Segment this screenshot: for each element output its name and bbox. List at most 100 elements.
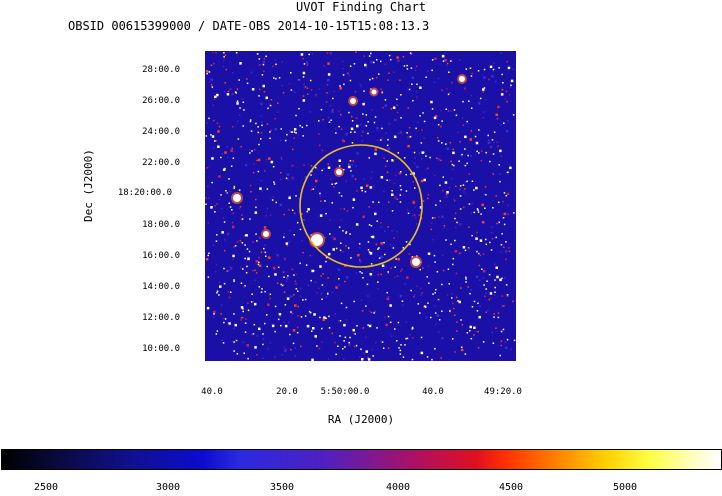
star-pixel bbox=[431, 69, 433, 72]
star-pixel bbox=[399, 201, 402, 203]
star-pixel bbox=[486, 280, 488, 282]
star-pixel bbox=[244, 164, 248, 167]
star-pixel bbox=[220, 313, 222, 315]
star-pixel bbox=[227, 90, 230, 92]
star-pixel bbox=[450, 60, 452, 62]
star-pixel bbox=[481, 220, 485, 224]
star-pixel bbox=[225, 191, 227, 194]
x-axis-ticks: 40.0 20.0 5:50:00.0 40.0 49:20.0 bbox=[201, 387, 522, 397]
star-pixel bbox=[491, 226, 493, 228]
star-pixel bbox=[292, 295, 294, 297]
star-pixel bbox=[208, 117, 210, 120]
star-pixel bbox=[255, 233, 257, 235]
star-pixel bbox=[231, 92, 234, 96]
star-pixel bbox=[279, 139, 282, 142]
star-pixel bbox=[226, 192, 228, 194]
star-pixel bbox=[229, 190, 232, 193]
star-pixel bbox=[479, 239, 483, 242]
star-pixel bbox=[508, 191, 510, 194]
star-pixel bbox=[452, 338, 454, 340]
y-tick-label: 22:00.0 bbox=[142, 158, 180, 168]
star-pixel bbox=[337, 268, 341, 271]
star-pixel bbox=[341, 139, 345, 142]
star-pixel bbox=[258, 64, 261, 66]
star-pixel bbox=[320, 200, 322, 202]
star-pixel bbox=[274, 305, 277, 308]
star-pixel bbox=[451, 81, 453, 84]
star-pixel bbox=[389, 321, 392, 324]
star-pixel bbox=[387, 296, 390, 298]
star-pixel bbox=[229, 88, 232, 90]
star-pixel bbox=[490, 249, 493, 251]
star-pixel bbox=[396, 198, 399, 200]
star-pixel bbox=[427, 265, 430, 267]
star-pixel bbox=[276, 282, 279, 284]
star-pixel bbox=[507, 193, 509, 195]
star-pixel bbox=[334, 341, 336, 344]
star-pixel bbox=[434, 305, 436, 307]
star-pixel bbox=[380, 242, 383, 245]
star-pixel bbox=[367, 241, 370, 243]
star-pixel bbox=[490, 297, 492, 299]
star-pixel bbox=[414, 162, 416, 165]
star-pixel bbox=[412, 99, 414, 102]
star-pixel bbox=[504, 341, 506, 343]
star-pixel bbox=[299, 124, 301, 127]
star-pixel bbox=[406, 276, 409, 279]
star-pixel bbox=[277, 318, 280, 321]
star-pixel bbox=[407, 212, 410, 215]
y-tick-label: 28:00.0 bbox=[142, 65, 180, 75]
star-pixel bbox=[387, 272, 389, 275]
star-pixel bbox=[407, 136, 409, 139]
star-pixel bbox=[236, 353, 239, 355]
star-pixel bbox=[242, 341, 244, 344]
star-pixel bbox=[351, 142, 354, 144]
star-pixel bbox=[399, 294, 403, 298]
star-pixel bbox=[257, 126, 259, 128]
star-pixel bbox=[224, 54, 227, 56]
star-pixel bbox=[291, 164, 294, 167]
star-pixel bbox=[436, 271, 439, 273]
star-pixel bbox=[297, 315, 299, 317]
star-pixel bbox=[255, 198, 257, 201]
star-pixel bbox=[249, 152, 251, 154]
star-pixel bbox=[375, 342, 377, 344]
star-pixel bbox=[426, 276, 428, 278]
star-pixel bbox=[393, 158, 395, 161]
star-pixel bbox=[341, 60, 344, 63]
star-pixel bbox=[355, 51, 357, 53]
y-tick-label: 14:00.0 bbox=[142, 282, 180, 292]
star-pixel bbox=[361, 358, 364, 361]
star-pixel bbox=[258, 286, 261, 288]
star-pixel bbox=[334, 183, 337, 185]
star-pixel bbox=[266, 207, 269, 210]
star-pixel bbox=[338, 125, 340, 128]
star-pixel bbox=[498, 164, 500, 166]
star-pixel bbox=[493, 141, 495, 144]
star-pixel bbox=[223, 56, 225, 58]
star-pixel bbox=[319, 265, 322, 268]
star-pixel bbox=[345, 231, 348, 233]
star-pixel bbox=[262, 338, 265, 340]
star-pixel bbox=[305, 264, 308, 266]
star-pixel bbox=[421, 292, 423, 294]
star-pixel bbox=[425, 76, 427, 78]
star-pixel bbox=[503, 223, 506, 226]
star-pixel bbox=[299, 228, 302, 231]
star-pixel bbox=[477, 209, 479, 211]
star-pixel bbox=[264, 322, 266, 325]
star-pixel bbox=[309, 111, 311, 113]
star-pixel bbox=[319, 316, 321, 319]
star-pixel bbox=[284, 139, 287, 142]
star-pixel bbox=[241, 242, 244, 244]
star-pixel bbox=[459, 140, 461, 143]
star-pixel bbox=[412, 215, 414, 217]
star-pixel bbox=[321, 169, 323, 172]
star-pixel bbox=[296, 331, 299, 334]
star-pixel bbox=[400, 270, 402, 272]
star-pixel bbox=[315, 179, 318, 183]
star-pixel bbox=[508, 94, 511, 96]
star-pixel bbox=[297, 134, 300, 136]
star-pixel bbox=[450, 110, 452, 112]
star-pixel bbox=[259, 187, 262, 190]
